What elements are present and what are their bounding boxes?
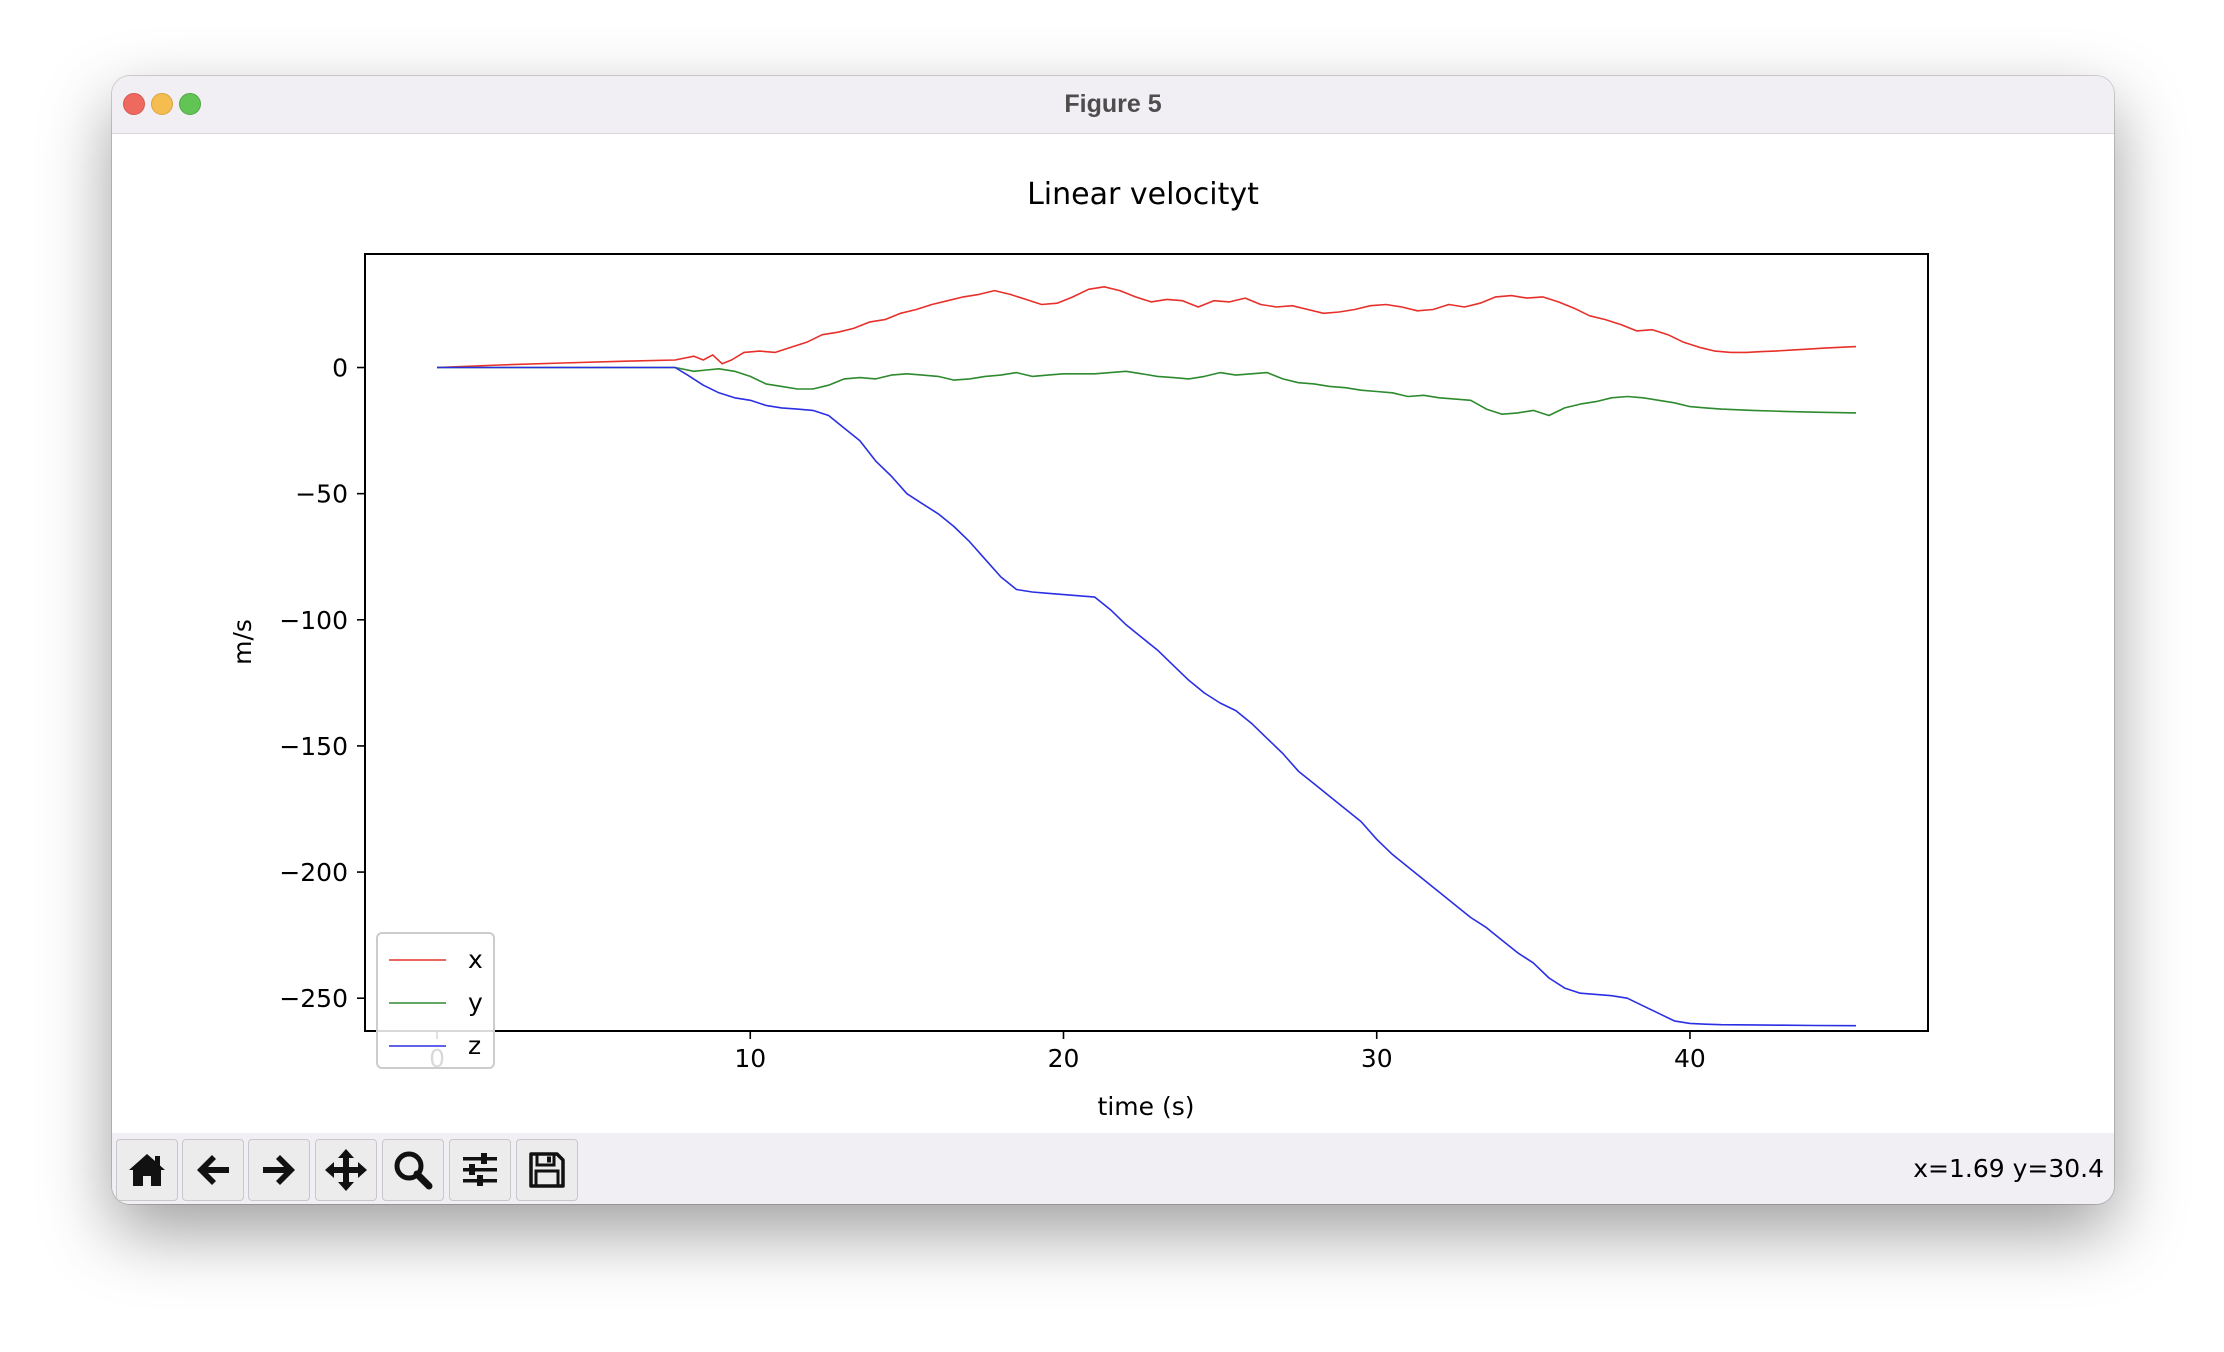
- series-line-y: [437, 366, 1857, 417]
- x-tick-label: 40: [1674, 1044, 1706, 1073]
- legend-label-x: x: [468, 945, 483, 974]
- minimize-button[interactable]: [151, 93, 173, 115]
- y-tick-label: −100: [279, 606, 348, 635]
- move-icon: [325, 1149, 367, 1191]
- cursor-coordinates: x=1.69 y=30.4: [1913, 1154, 2104, 1183]
- title-bar: Figure 5: [112, 76, 2114, 134]
- chart-svg: Linear velocityt 0102030400−50−100−150−2…: [228, 177, 1929, 1121]
- magnifier-icon: [394, 1151, 433, 1190]
- legend-box: [376, 932, 495, 1069]
- legend: xyz: [376, 932, 495, 1069]
- home-button[interactable]: [116, 1139, 178, 1201]
- plot-frame: [364, 253, 1929, 1032]
- floppy-disk-icon: [529, 1152, 565, 1188]
- zoom-button[interactable]: [179, 93, 201, 115]
- back-button[interactable]: [182, 1139, 244, 1201]
- y-tick-label: −50: [295, 480, 348, 509]
- arrow-right-icon: [263, 1155, 295, 1185]
- chart-title: Linear velocityt: [1027, 177, 1259, 212]
- navigation-toolbar: x=1.69 y=30.4: [112, 1133, 2114, 1204]
- home-icon: [129, 1154, 165, 1186]
- zoom-to-rect-button[interactable]: [382, 1139, 444, 1201]
- y-tick-label: −250: [279, 984, 348, 1013]
- series-line-x: [436, 286, 1857, 369]
- x-tick-label: 30: [1361, 1044, 1393, 1073]
- close-button[interactable]: [123, 93, 145, 115]
- pan-button[interactable]: [315, 1139, 377, 1201]
- y-axis-label: m/s: [228, 619, 257, 665]
- figure-canvas[interactable]: Linear velocityt 0102030400−50−100−150−2…: [112, 134, 2114, 1133]
- configure-subplots-button[interactable]: [449, 1139, 511, 1201]
- y-tick-label: −150: [279, 732, 348, 761]
- figure-window: Figure 5 Linear velocityt 0102030400−50−…: [112, 76, 2114, 1204]
- save-figure-button[interactable]: [516, 1139, 578, 1201]
- forward-button[interactable]: [248, 1139, 310, 1201]
- legend-label-z: z: [468, 1031, 481, 1060]
- arrow-left-icon: [197, 1155, 229, 1185]
- x-tick-label: 20: [1048, 1044, 1080, 1073]
- x-tick-label: 10: [734, 1044, 766, 1073]
- y-tick-label: 0: [332, 354, 348, 383]
- legend-label-y: y: [468, 988, 483, 1017]
- sliders-icon: [463, 1153, 497, 1186]
- x-axis-label: time (s): [1098, 1092, 1195, 1121]
- y-tick-label: −200: [279, 858, 348, 887]
- plot-series-group: [436, 286, 1857, 1027]
- series-line-z: [437, 366, 1857, 1027]
- window-title: Figure 5: [1064, 90, 1162, 118]
